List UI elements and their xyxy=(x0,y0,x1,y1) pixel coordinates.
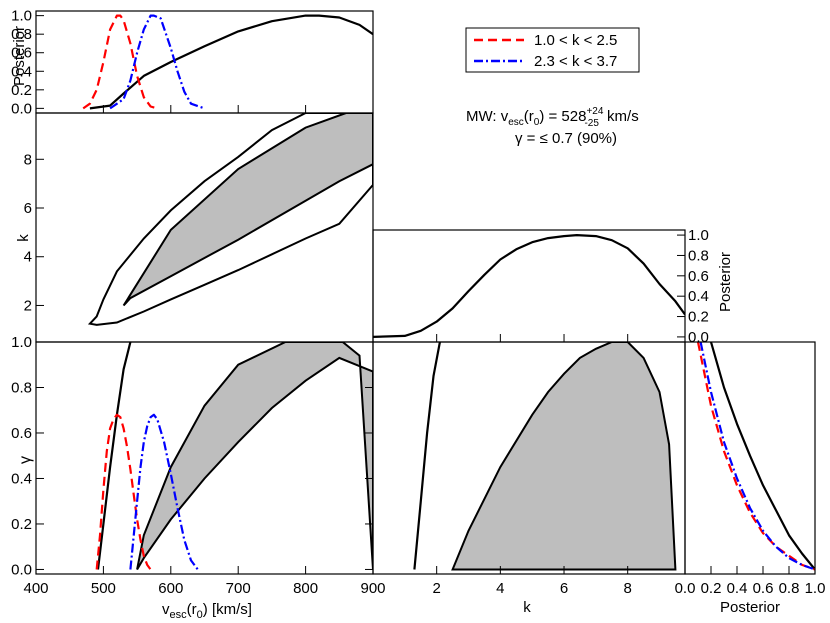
panel-joint_vesc_k xyxy=(35,112,374,343)
panel-joint_k_gamma xyxy=(372,341,686,575)
tick-label-posterior-x: 0.4 xyxy=(727,580,748,597)
panel-posterior_vesc xyxy=(35,10,374,114)
tick-label-k-x: 4 xyxy=(496,580,504,597)
posterior_gamma-series-0 xyxy=(709,342,815,571)
joint_vesc_k-region-0 xyxy=(122,113,373,307)
posterior_k-series-0 xyxy=(373,234,685,338)
tick-label-posterior-right: 0.8 xyxy=(688,247,709,264)
tick-label-gamma: 1.0 xyxy=(11,334,32,351)
tick-label-k-y: 8 xyxy=(24,151,32,168)
tick-label-posterior-x: 0.8 xyxy=(779,580,800,597)
ylabel-k: k xyxy=(15,234,32,242)
tick-label-posterior-top: 0.6 xyxy=(11,45,32,62)
xlabel-posterior-bottom: Posterior xyxy=(720,599,780,616)
posterior_k-frame xyxy=(372,229,686,343)
tick-label-posterior-top: 1.0 xyxy=(11,8,32,25)
tick-label-gamma: 0.4 xyxy=(11,470,32,487)
tick-label-posterior-top: 0.4 xyxy=(11,63,32,80)
tick-label-posterior-x: 0.0 xyxy=(675,580,696,597)
joint_vesc_gamma-region-0 xyxy=(136,342,373,571)
panel-joint_vesc_gamma xyxy=(35,341,374,575)
tick-label-posterior-right: 0.0 xyxy=(688,329,709,346)
panel-posterior_k xyxy=(372,229,686,343)
legend-box xyxy=(465,27,640,73)
tick-label-k-y: 2 xyxy=(24,297,32,314)
tick-label-gamma: 0.8 xyxy=(11,379,32,396)
tick-label-vesc: 900 xyxy=(360,580,385,597)
tick-label-posterior-top: 0.8 xyxy=(11,26,32,43)
panel-posterior_gamma xyxy=(684,341,816,575)
posterior_gamma-frame xyxy=(684,341,816,575)
tick-label-vesc: 400 xyxy=(23,580,48,597)
xlabel-k: k xyxy=(523,599,531,616)
ylabel-posterior-top: Posterior xyxy=(11,26,28,86)
tick-label-posterior-top: 0.2 xyxy=(11,82,32,99)
tick-label-vesc: 700 xyxy=(226,580,251,597)
joint_vesc_k-region-1 xyxy=(87,113,373,326)
tick-label-k-x: 2 xyxy=(433,580,441,597)
legend: 1.0 < k < 2.5 2.3 < k < 3.7 xyxy=(465,27,640,73)
posterior_vesc-series-1 xyxy=(82,14,158,110)
posterior_vesc-series-0 xyxy=(89,14,373,110)
posterior_gamma-series-2 xyxy=(699,342,815,571)
tick-label-gamma: 0.2 xyxy=(11,516,32,533)
tick-label-gamma: 0.0 xyxy=(11,561,32,578)
joint_k_gamma-series-0 xyxy=(413,342,441,570)
tick-label-k-x: 8 xyxy=(624,580,632,597)
tick-label-posterior-right: 0.4 xyxy=(688,288,709,305)
ylabel-posterior-right: Posterior xyxy=(717,252,734,312)
joint_vesc_gamma-series-1 xyxy=(95,413,152,571)
tick-label-vesc: 800 xyxy=(293,580,318,597)
legend-label-blue: 2.3 < k < 3.7 xyxy=(534,53,617,70)
tick-label-k-x: 6 xyxy=(560,580,568,597)
tick-label-gamma: 0.6 xyxy=(11,425,32,442)
ylabel-gamma: γ xyxy=(17,456,34,464)
tick-label-posterior-x: 1.0 xyxy=(805,580,826,597)
posterior_vesc-frame xyxy=(35,10,374,114)
tick-label-posterior-right: 0.2 xyxy=(688,309,709,326)
posterior_vesc-series-2 xyxy=(109,14,205,110)
annotation-gamma: γ = ≤ 0.7 (90%) xyxy=(515,130,617,147)
tick-label-vesc: 500 xyxy=(91,580,116,597)
tick-label-posterior-right: 0.6 xyxy=(688,268,709,285)
tick-label-posterior-top: 0.0 xyxy=(11,100,32,117)
tick-label-posterior-right: 1.0 xyxy=(688,227,709,244)
legend-label-red: 1.0 < k < 2.5 xyxy=(534,32,617,49)
tick-label-k-y: 4 xyxy=(24,249,32,266)
joint_vesc_gamma-series-0 xyxy=(96,342,132,570)
joint_vesc_gamma-series-2 xyxy=(129,413,199,571)
tick-label-posterior-x: 0.2 xyxy=(701,580,722,597)
annotation-vesc: MW: vesc(r0) = 528+24 -25 km/s xyxy=(466,106,639,129)
tick-label-k-y: 6 xyxy=(24,200,32,217)
tick-label-posterior-x: 0.6 xyxy=(753,580,774,597)
xlabel-vesc: vesc(r0) [km/s] xyxy=(162,601,252,621)
posterior_gamma-series-1 xyxy=(696,342,815,571)
tick-label-vesc: 600 xyxy=(158,580,183,597)
joint_k_gamma-region-0 xyxy=(451,342,677,571)
